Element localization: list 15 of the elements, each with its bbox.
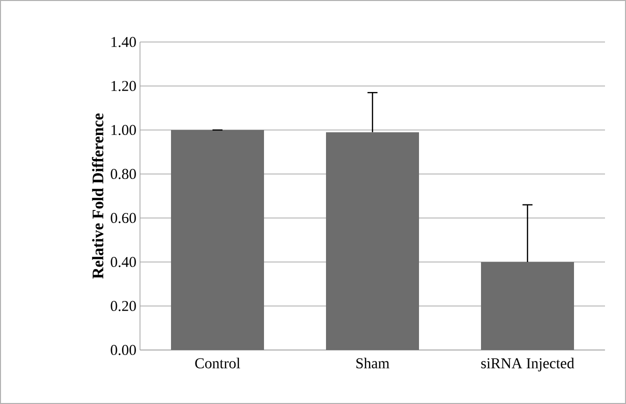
bar: [326, 132, 420, 350]
x-tick-label: Control: [195, 358, 240, 368]
y-tick-label: 0.60: [110, 212, 136, 224]
y-tick-label: 1.20: [112, 80, 136, 92]
y-tick-label: 1.00: [112, 124, 136, 136]
y-tick-label: 0.40: [110, 256, 136, 268]
bar: [171, 130, 264, 350]
bar: [481, 262, 574, 350]
y-tick-label: 0.80: [110, 168, 136, 180]
y-tick-label: 0.20: [110, 300, 136, 312]
y-tick-label: 0.00: [110, 344, 136, 356]
x-tick-label: Sham: [356, 358, 390, 368]
y-tick-label: 1.40: [112, 36, 136, 48]
y-axis-title: Relative Fold Difference: [92, 113, 104, 279]
x-tick-label: siRNA Injected: [481, 358, 574, 372]
